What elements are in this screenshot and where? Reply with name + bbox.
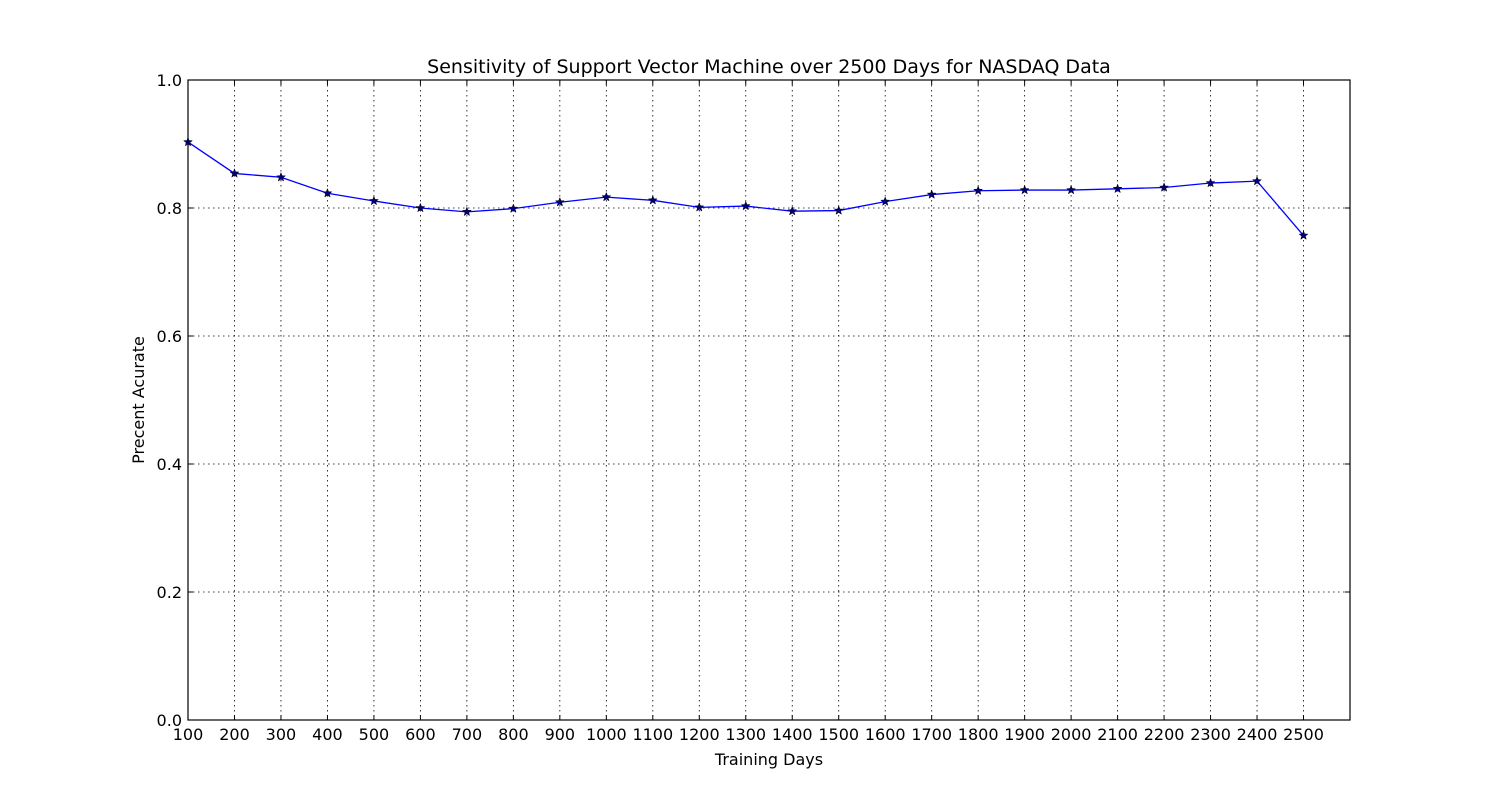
data-point — [182, 136, 194, 147]
data-point — [229, 168, 240, 178]
x-tick-label: 400 — [312, 725, 343, 744]
y-tick-label: 1.0 — [157, 71, 182, 90]
x-tick-label: 1100 — [632, 725, 673, 744]
x-tick-label: 1000 — [586, 725, 627, 744]
data-point — [740, 200, 751, 211]
data-point — [1251, 175, 1263, 186]
x-tick-label: 600 — [405, 725, 436, 744]
data-point — [1066, 184, 1077, 195]
data-point — [415, 202, 426, 213]
data-point — [461, 206, 472, 217]
data-point — [554, 196, 565, 207]
x-tick-label: 300 — [266, 725, 297, 744]
x-tick-label: 1300 — [725, 725, 766, 744]
ticks-layer: 100 200 300 400 500 600 700 800 900 1000 1100 1200 1… — [157, 71, 1350, 744]
y-axis-label: Precent Acurate — [129, 336, 148, 464]
x-tick-label: 1800 — [958, 725, 999, 744]
plot-frame — [187, 79, 1351, 721]
grid-layer — [187, 79, 1350, 721]
x-tick-label: 100 — [173, 725, 204, 744]
x-tick-label: 2300 — [1190, 725, 1231, 744]
x-tick-label: 2100 — [1097, 725, 1138, 744]
data-point — [322, 187, 333, 198]
x-tick-label: 2500 — [1283, 725, 1324, 744]
data-point — [275, 171, 287, 182]
x-tick-label: 1600 — [865, 725, 906, 744]
x-tick-label: 800 — [498, 725, 529, 744]
x-tick-label: 2400 — [1237, 725, 1278, 744]
x-axis-label: Training Days — [714, 750, 823, 769]
data-point — [926, 189, 937, 199]
y-tick-label: 0.6 — [157, 327, 182, 346]
x-tick-label: 700 — [452, 725, 483, 744]
data-point — [694, 202, 705, 212]
y-tick-label: 0.4 — [157, 455, 182, 474]
data-point — [787, 205, 798, 216]
y-tick-label: 0.8 — [157, 199, 182, 218]
x-tick-label: 1400 — [772, 725, 813, 744]
x-tick-label: 500 — [359, 725, 390, 744]
x-tick-label: 200 — [219, 725, 250, 744]
series-layer — [182, 136, 1309, 240]
data-point — [833, 205, 844, 215]
x-tick-label: 1500 — [818, 725, 859, 744]
x-tick-label: 2200 — [1144, 725, 1185, 744]
x-tick-label: 2000 — [1051, 725, 1092, 744]
data-point — [1205, 177, 1216, 188]
chart-title: Sensitivity of Support Vector Machine ov… — [427, 56, 1111, 78]
data-point — [508, 203, 519, 213]
data-point — [1112, 183, 1123, 194]
data-point — [973, 185, 984, 196]
x-tick-label: 1200 — [679, 725, 720, 744]
data-point — [368, 195, 379, 206]
data-point — [1019, 184, 1030, 195]
data-point — [1159, 182, 1170, 192]
y-tick-label: 0.2 — [157, 583, 182, 602]
x-tick-label: 900 — [545, 725, 576, 744]
x-tick-label: 1900 — [1004, 725, 1045, 744]
data-point — [880, 196, 891, 206]
data-point — [1298, 230, 1309, 240]
x-tick-label: 1700 — [911, 725, 952, 744]
data-point — [647, 195, 658, 205]
data-point — [601, 191, 612, 202]
y-tick-label: 0.0 — [157, 711, 182, 730]
